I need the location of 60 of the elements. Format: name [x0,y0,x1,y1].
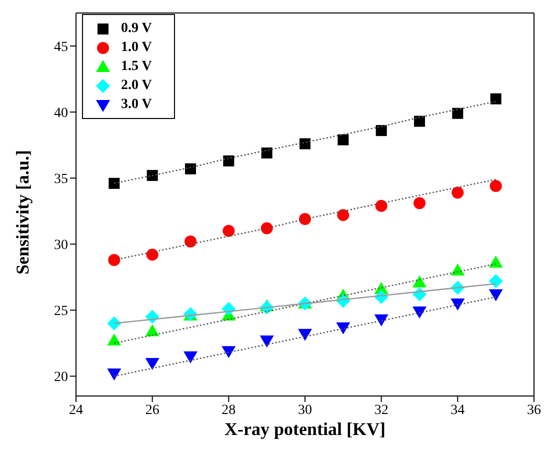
point [108,178,120,189]
point [261,147,272,158]
point [450,298,465,311]
x-tick-label: 34 [450,402,465,418]
point [412,306,426,318]
point [490,180,502,192]
point [260,222,273,234]
point [336,322,350,334]
point [107,368,122,381]
x-tick-label: 24 [69,402,83,418]
point [374,314,388,326]
point [184,351,198,364]
point [452,108,464,119]
point [488,274,503,288]
y-axis-title: Sensitivity [a.u.] [12,150,32,274]
x-tick-label: 28 [222,402,236,418]
point [298,328,312,341]
point [107,334,122,346]
point [375,200,388,212]
point [414,197,426,210]
point [376,125,387,136]
y-tick-label: 45 [54,40,68,55]
y-tick-label: 25 [54,304,68,320]
y-tick-label: 35 [54,172,68,188]
legend-label: 2.0 V [121,78,152,94]
point [222,224,235,237]
y-tick-label: 30 [54,238,68,254]
point [107,316,122,330]
point [414,116,425,127]
point [299,213,311,226]
x-tick-label: 26 [145,402,160,418]
legend-label: 1.5 V [121,58,152,74]
point [146,248,158,261]
point [412,275,426,288]
x-tick-label: 30 [298,402,312,418]
legend-label: 1.0 V [121,40,152,56]
x-tick-label: 36 [527,402,541,418]
point [490,93,502,104]
point [222,346,236,358]
legend-label: 0.9 V [121,20,152,36]
x-tick-label: 32 [374,402,388,418]
y-tick-label: 40 [54,106,68,122]
point [338,134,349,146]
point [184,235,196,248]
point [337,209,350,222]
point [300,138,310,150]
point [145,324,160,336]
y-tick-label: 20 [54,370,68,386]
point [223,155,234,166]
point [488,289,503,302]
point [450,264,465,276]
legend-label: 3.0 V [121,96,152,112]
point [488,256,503,268]
point [452,186,464,199]
point [260,336,274,348]
point [145,358,160,370]
point [108,254,120,266]
x-axis-title: X-ray potential [KV] [224,419,386,439]
point [146,170,158,181]
point [185,163,196,174]
